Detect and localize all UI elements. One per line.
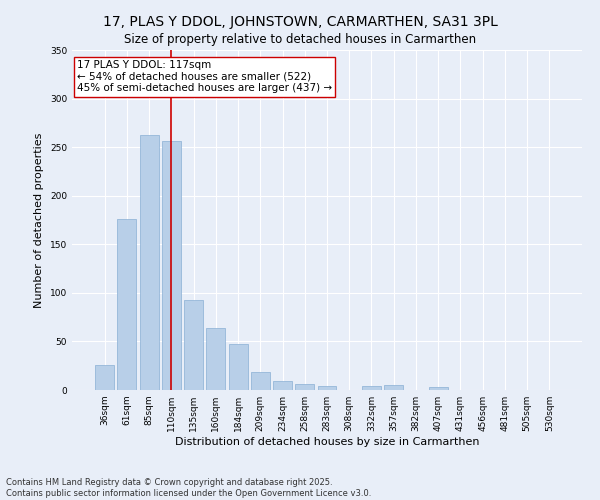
Bar	[162, 142, 181, 390]
Bar	[251, 372, 270, 390]
Bar	[273, 382, 292, 390]
Bar	[429, 387, 448, 390]
Bar	[362, 386, 381, 390]
Bar	[95, 364, 114, 390]
Bar	[384, 385, 403, 390]
X-axis label: Distribution of detached houses by size in Carmarthen: Distribution of detached houses by size …	[175, 437, 479, 447]
Y-axis label: Number of detached properties: Number of detached properties	[34, 132, 44, 308]
Bar	[317, 386, 337, 390]
Bar	[140, 134, 158, 390]
Bar	[295, 384, 314, 390]
Bar	[229, 344, 248, 390]
Text: Contains HM Land Registry data © Crown copyright and database right 2025.
Contai: Contains HM Land Registry data © Crown c…	[6, 478, 371, 498]
Bar	[184, 300, 203, 390]
Bar	[206, 328, 225, 390]
Bar	[118, 219, 136, 390]
Text: 17, PLAS Y DDOL, JOHNSTOWN, CARMARTHEN, SA31 3PL: 17, PLAS Y DDOL, JOHNSTOWN, CARMARTHEN, …	[103, 15, 497, 29]
Text: Size of property relative to detached houses in Carmarthen: Size of property relative to detached ho…	[124, 32, 476, 46]
Text: 17 PLAS Y DDOL: 117sqm
← 54% of detached houses are smaller (522)
45% of semi-de: 17 PLAS Y DDOL: 117sqm ← 54% of detached…	[77, 60, 332, 94]
